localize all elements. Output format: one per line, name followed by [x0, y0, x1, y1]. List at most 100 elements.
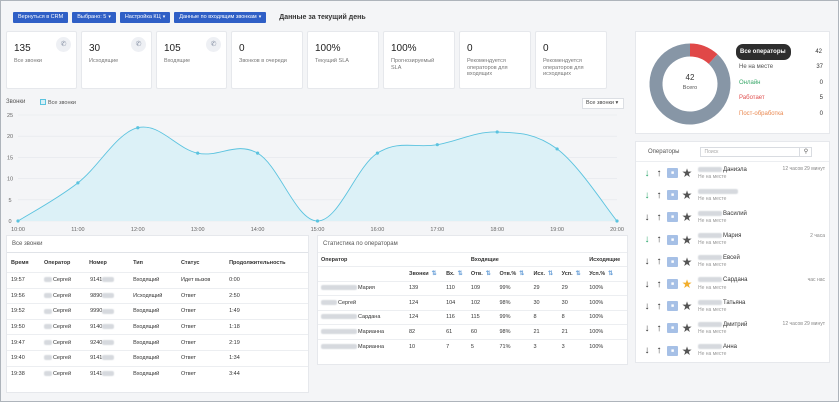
operator-badge-icon[interactable]: ■ — [667, 279, 678, 290]
operator-badge-icon[interactable]: ■ — [667, 301, 678, 312]
operator-row[interactable]: ↓ ↑ ■ ★ Евсей Не на месте — [636, 251, 829, 273]
column-header[interactable]: Усп.% ⇅ — [586, 266, 627, 281]
operator-badge-icon[interactable]: ■ — [667, 168, 678, 179]
incoming-data-button[interactable]: Данные по входящим звонкам ▾ — [174, 11, 267, 23]
operator-badge-icon[interactable]: ■ — [667, 234, 678, 245]
donut-slice[interactable] — [689, 43, 718, 65]
status-filter-item[interactable]: Пост-обработка 0 — [736, 106, 826, 122]
sort-icon[interactable]: ⇅ — [608, 271, 614, 278]
sort-icon[interactable]: ⇅ — [485, 271, 491, 278]
arrow-down-icon[interactable]: ↓ — [644, 167, 650, 179]
sort-icon[interactable]: ⇅ — [547, 271, 554, 278]
arrow-up-icon[interactable]: ↑ — [656, 211, 662, 223]
star-icon[interactable]: ★ — [681, 277, 693, 292]
status-filter-item[interactable]: Работает 5 — [736, 91, 826, 107]
operator-badge-icon[interactable]: ■ — [667, 256, 678, 267]
data-point[interactable] — [76, 181, 80, 185]
arrow-up-icon[interactable]: ↑ — [656, 345, 662, 357]
column-header[interactable]: Вх. ⇅ — [443, 266, 468, 281]
data-point[interactable] — [16, 219, 20, 223]
arrow-down-icon[interactable]: ↓ — [644, 211, 650, 223]
data-point[interactable] — [435, 143, 439, 147]
column-header[interactable]: Оператор — [39, 252, 86, 273]
table-row[interactable]: Марианна 82 61 60 98% 21 21 100% — [318, 324, 627, 339]
operator-badge-icon[interactable]: ■ — [667, 190, 678, 201]
sort-icon[interactable]: ⇅ — [431, 271, 437, 278]
data-point[interactable] — [196, 151, 200, 155]
search-icon[interactable]: ⚲ — [800, 146, 813, 157]
table-row[interactable]: 19:47 Сергей 9240 Входящий Ответ 2:19 — [7, 334, 308, 351]
table-row[interactable]: 19:57 Сергей 9141 Входящий Идет вызов 0:00 — [7, 272, 308, 289]
arrow-down-icon[interactable]: ↓ — [644, 300, 650, 312]
arrow-down-icon[interactable]: ↓ — [644, 234, 650, 246]
chart-series-select[interactable]: Все звонки ▾ — [582, 98, 624, 109]
data-point[interactable] — [315, 219, 320, 223]
operator-row[interactable]: ↓ ↑ ■ ★ Василий Не на месте — [636, 206, 829, 228]
column-header[interactable]: Статус — [176, 252, 226, 273]
arrow-up-icon[interactable]: ↑ — [656, 167, 662, 179]
column-header[interactable]: Продолжительность — [225, 252, 308, 273]
column-header[interactable]: Отв. ⇅ — [467, 266, 497, 281]
star-icon[interactable]: ★ — [681, 210, 693, 225]
operator-search-input[interactable]: Поиск — [700, 146, 801, 157]
back-to-crm-button[interactable]: Вернуться в CRM — [13, 11, 69, 23]
column-header[interactable]: Отв.% ⇅ — [496, 266, 531, 281]
star-icon[interactable]: ★ — [681, 232, 693, 247]
column-header[interactable]: Номер — [85, 252, 130, 273]
arrow-up-icon[interactable]: ↑ — [656, 278, 662, 290]
table-row[interactable]: 19:38 Сергей 9141 Входящий Ответ 3:44 — [7, 365, 308, 382]
data-point[interactable] — [495, 130, 499, 134]
donut-slice[interactable] — [649, 43, 731, 125]
operator-badge-icon[interactable]: ■ — [667, 212, 678, 223]
arrow-down-icon[interactable]: ↓ — [644, 345, 650, 357]
column-header[interactable]: Исх. ⇅ — [530, 266, 559, 281]
arrow-up-icon[interactable]: ↑ — [656, 189, 662, 201]
sort-icon[interactable]: ⇅ — [519, 271, 525, 278]
table-row[interactable]: Марианна 10 7 5 71% 3 3 100% — [318, 338, 627, 354]
sort-icon[interactable]: ⇅ — [575, 271, 581, 278]
operator-badge-icon[interactable]: ■ — [667, 345, 678, 356]
arrow-down-icon[interactable]: ↓ — [644, 189, 650, 201]
arrow-down-icon[interactable]: ↓ — [644, 322, 650, 334]
data-point[interactable] — [555, 147, 559, 151]
table-row[interactable]: Сергей 124 104 102 98% 30 30 100% — [318, 295, 627, 310]
star-icon[interactable]: ★ — [681, 254, 693, 269]
status-filter-item[interactable]: Все операторы 42 — [736, 44, 822, 60]
operator-row[interactable]: ↓ ↑ ■ ★ Даниэла Не на месте 12 часов 29 минут — [636, 162, 829, 184]
call-center-settings-button[interactable]: Настройка КЦ ▾ — [119, 11, 171, 23]
selected-filter-button[interactable]: Выбрано: 5 ▾ — [72, 11, 116, 23]
table-row[interactable]: 19:56 Сергей 9890 Исходящий Ответ 2:50 — [7, 287, 308, 304]
chart-legend[interactable]: Все звонки — [40, 99, 76, 106]
arrow-up-icon[interactable]: ↑ — [656, 256, 662, 268]
star-icon[interactable]: ★ — [681, 321, 693, 336]
star-icon[interactable]: ★ — [681, 166, 693, 181]
operator-row[interactable]: ↓ ↑ ■ ★ Анна Не на месте — [636, 340, 829, 362]
status-filter-item[interactable]: Не на месте 37 — [736, 60, 826, 76]
column-header[interactable]: Тип — [129, 252, 177, 273]
data-point[interactable] — [256, 151, 260, 155]
arrow-up-icon[interactable]: ↑ — [656, 322, 662, 334]
arrow-down-icon[interactable]: ↓ — [644, 278, 650, 290]
operator-badge-icon[interactable]: ■ — [667, 323, 678, 334]
arrow-up-icon[interactable]: ↑ — [656, 300, 662, 312]
arrow-down-icon[interactable]: ↓ — [644, 256, 650, 268]
operator-row[interactable]: ↓ ↑ ■ ★ Дмитрий Не на месте 12 часов 29 минут — [636, 317, 829, 339]
operator-row[interactable]: ↓ ↑ ■ ★ Сардана Не на месте час нас — [636, 273, 829, 295]
table-row[interactable]: Сардана 124 116 115 99% 8 8 100% — [318, 309, 627, 325]
table-row[interactable]: 19:52 Сергей 9990 Входящий Ответ 1:49 — [7, 303, 308, 320]
column-header[interactable]: Время — [7, 252, 40, 273]
star-icon[interactable]: ★ — [681, 343, 693, 358]
operator-row[interactable]: ↓ ↑ ■ ★ Татьяна Не на месте — [636, 295, 829, 317]
table-row[interactable]: 19:50 Сергей 9140 Входящий Ответ 1:18 — [7, 318, 308, 335]
data-point[interactable] — [615, 219, 619, 223]
table-row[interactable]: Мария 139 110 109 99% 29 29 100% — [318, 280, 627, 296]
data-point[interactable] — [136, 126, 140, 130]
arrow-up-icon[interactable]: ↑ — [656, 234, 662, 246]
column-header[interactable]: Усп. ⇅ — [558, 266, 587, 281]
operator-row[interactable]: ↓ ↑ ■ ★ Мария Не на месте 2 часа — [636, 229, 829, 251]
table-row[interactable]: 19:40 Сергей 9141 Входящий Ответ 1:34 — [7, 349, 308, 367]
column-header[interactable]: Звонки ⇅ — [406, 266, 444, 281]
sort-icon[interactable]: ⇅ — [457, 271, 463, 278]
star-icon[interactable]: ★ — [681, 299, 693, 314]
status-filter-item[interactable]: Онлайн 0 — [736, 75, 826, 91]
